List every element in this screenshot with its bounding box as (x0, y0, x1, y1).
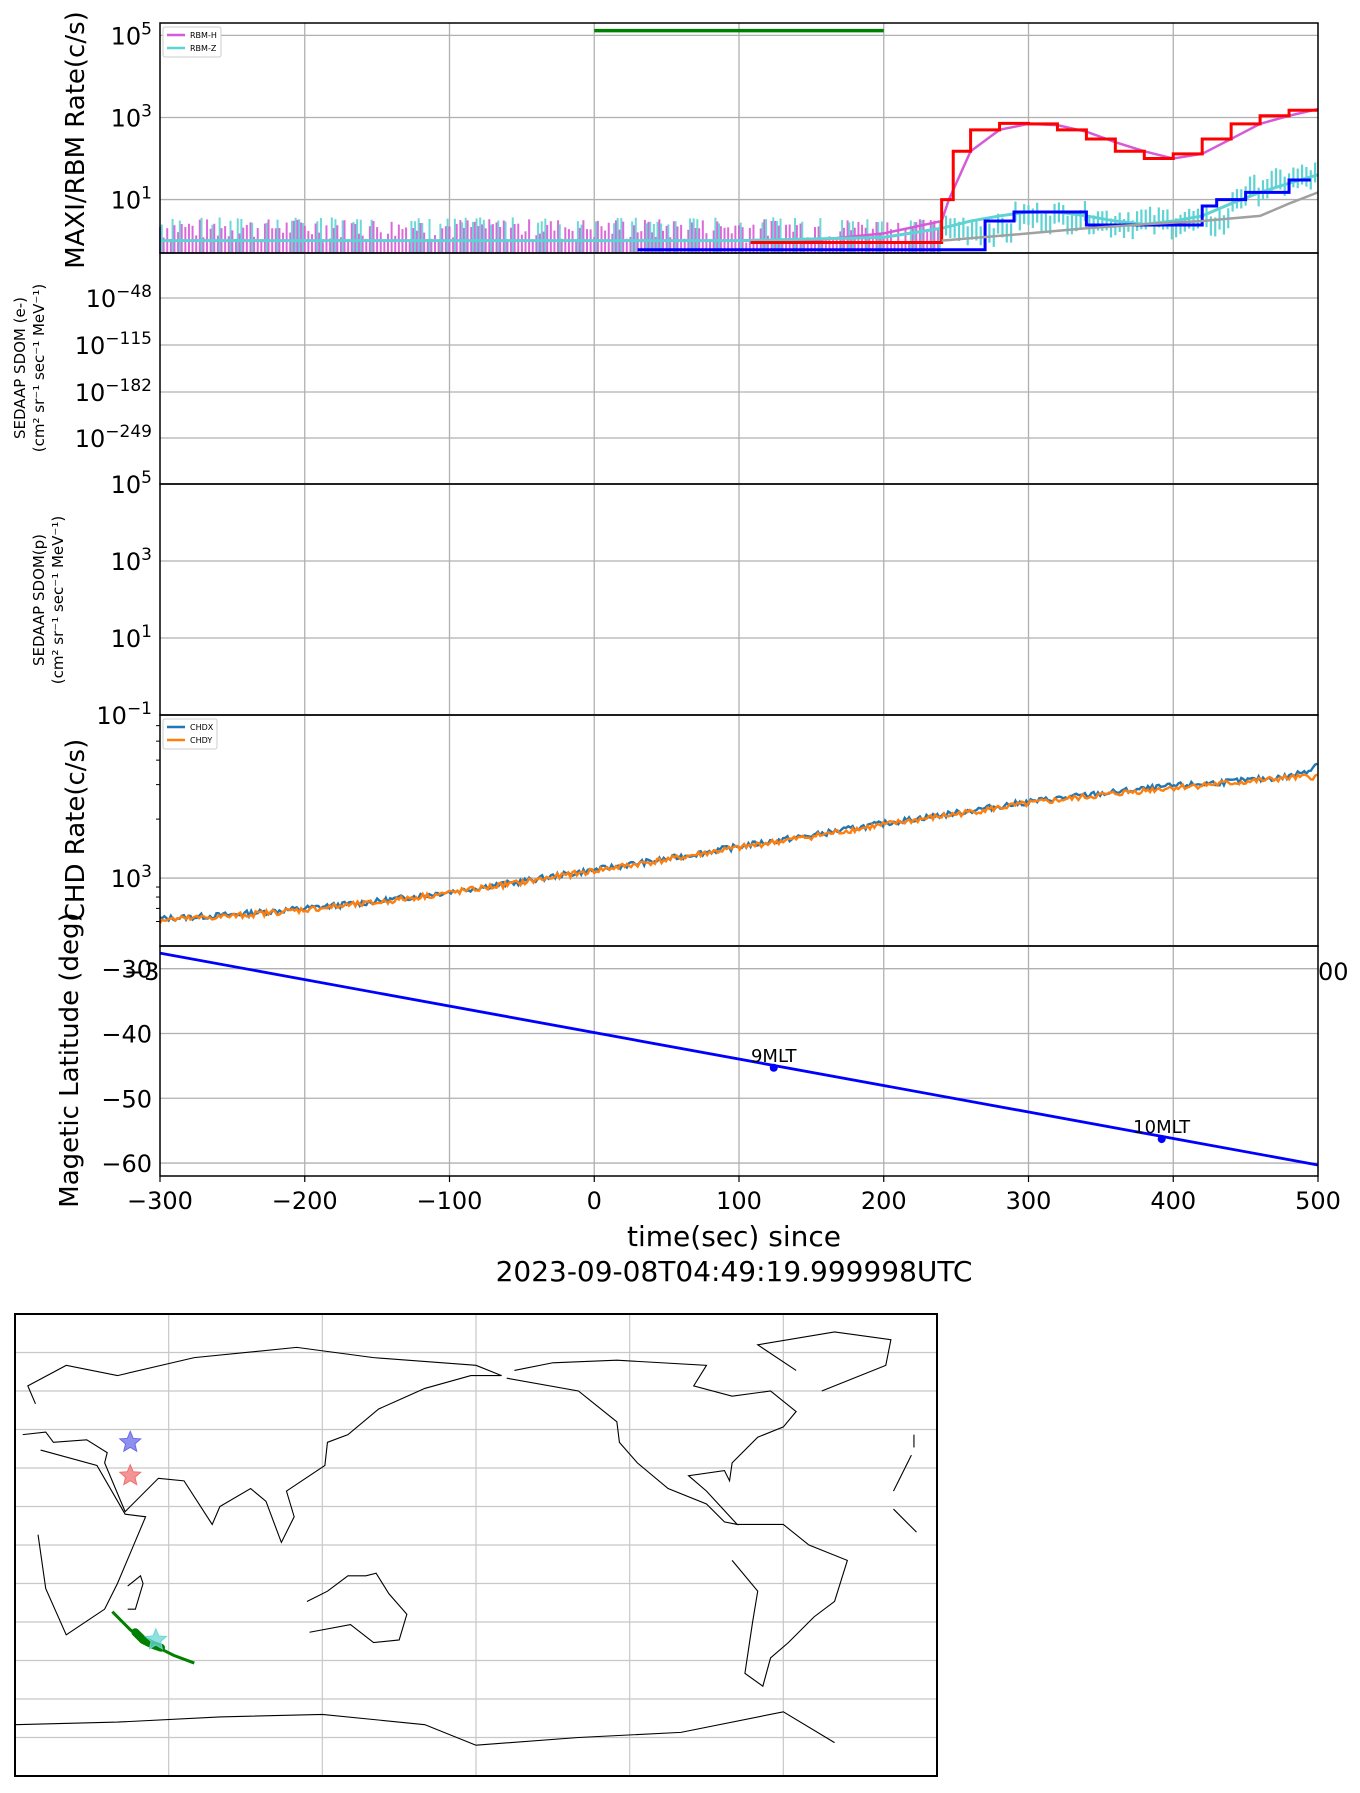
chd-panel: 103 CHDX CHDY CHD Rate(c/s) −3 00 (61, 714, 1349, 986)
latitude-panel: −60 −50 −40 −30 −300 −200 −100 0 100 200 300 400 500… (55, 912, 1341, 1288)
sedaap-p-ylabel: SEDAAP SDOM(p)(cm² sr⁻¹ sec⁻¹ MeV⁻¹) (30, 516, 67, 684)
x-axis-date: 2023-09-08T04:49:19.999998UTC (496, 1255, 973, 1288)
greenland-outline (756, 1331, 892, 1392)
x-axis-label: time(sec) since (627, 1220, 841, 1253)
y-tick-label: 101 (111, 184, 152, 215)
mlt-label: 10MLT (1133, 1117, 1191, 1138)
europe-asia-outline (22, 1346, 502, 1544)
rbm-panel: 101 103 105 RBM-H RBM-Z MAXI/RBM Rate(c/s) (61, 11, 1319, 269)
sedaap-e-panel: 10−48 10−115 10−182 10−249 SEDAAP SDOM (e-)(… (11, 252, 1319, 485)
gray-line (941, 191, 1319, 242)
chdy-line (159, 772, 1318, 924)
sedaap-p-panel: 10−1 101 103 105 SEDAAP SDOM(p)(cm² sr⁻¹ sec… (30, 468, 1319, 730)
y-tick-label: 10−1 (96, 699, 152, 730)
star-marker (144, 1627, 168, 1650)
africa-outline (37, 1449, 147, 1636)
y-tick-label: 101 (111, 622, 152, 653)
antarctica-outline (14, 1713, 477, 1746)
x-tick-label: 100 (716, 1187, 762, 1215)
y-tick-label: 103 (111, 545, 152, 576)
chd-ylabel: CHD Rate(c/s) (61, 739, 91, 922)
legend-label: CHDX (190, 723, 214, 732)
y-tick-label: −40 (101, 1020, 152, 1048)
axes-frame (159, 945, 1319, 1177)
north-america-outline (506, 1359, 797, 1526)
legend-label: RBM-H (190, 31, 217, 40)
legend-label: RBM-Z (190, 44, 217, 53)
star-marker (118, 1430, 142, 1453)
y-tick-label: −30 (101, 956, 152, 984)
x-tick-label: 0 (587, 1187, 602, 1215)
y-tick-label: 105 (111, 19, 152, 50)
africa-outline (893, 1508, 917, 1533)
orbit-track-highlight (131, 1628, 165, 1652)
mlt-point (769, 1063, 778, 1072)
y-tick-label: 103 (111, 862, 152, 893)
mlt-point (1157, 1135, 1166, 1144)
x-tick-label: −200 (272, 1187, 338, 1215)
red-step-line (750, 108, 1318, 245)
chd-legend: CHDX CHDY (162, 718, 218, 750)
clipped-tick-right: 00 (1318, 958, 1349, 986)
blue-step-line (637, 178, 1311, 252)
y-tick-label: 10−48 (86, 282, 152, 313)
south-america-outline (731, 1523, 849, 1688)
y-tick-label: 103 (111, 101, 152, 132)
x-tick-label: 500 (1295, 1187, 1341, 1215)
x-tick-label: −300 (127, 1187, 193, 1215)
latitude-line (159, 951, 1319, 1167)
y-tick-label: 10−115 (75, 329, 152, 360)
latitude-ylabel: Magetic Latitude (deg) (55, 912, 85, 1207)
y-tick-label: −50 (101, 1085, 152, 1113)
world-map-panel (14, 1313, 938, 1777)
x-tick-label: 400 (1150, 1187, 1196, 1215)
sedaap-e-ylabel: SEDAAP SDOM (e-)(cm² sr⁻¹ sec⁻¹ MeV⁻¹) (11, 284, 48, 452)
y-tick-label: 10−182 (75, 376, 152, 407)
rbm-ylabel: MAXI/RBM Rate(c/s) (61, 11, 91, 269)
antarctica-outline (475, 1711, 835, 1746)
australia-outline (306, 1572, 408, 1644)
legend-label: CHDY (190, 736, 212, 745)
mlt-label: 9MLT (751, 1046, 798, 1067)
rbm-legend: RBM-H RBM-Z (162, 26, 222, 58)
x-tick-label: 300 (1006, 1187, 1052, 1215)
y-tick-label: −60 (101, 1150, 152, 1178)
x-tick-label: 200 (861, 1187, 907, 1215)
map-frame (14, 1313, 938, 1777)
africa-outline (892, 1454, 912, 1492)
star-marker (118, 1463, 142, 1486)
y-tick-label: 10−249 (75, 422, 152, 453)
madagascar-outline (127, 1574, 144, 1610)
x-tick-label: −100 (417, 1187, 483, 1215)
y-tick-label: 105 (111, 468, 152, 499)
clipped-tick-left: −3 (124, 958, 159, 986)
